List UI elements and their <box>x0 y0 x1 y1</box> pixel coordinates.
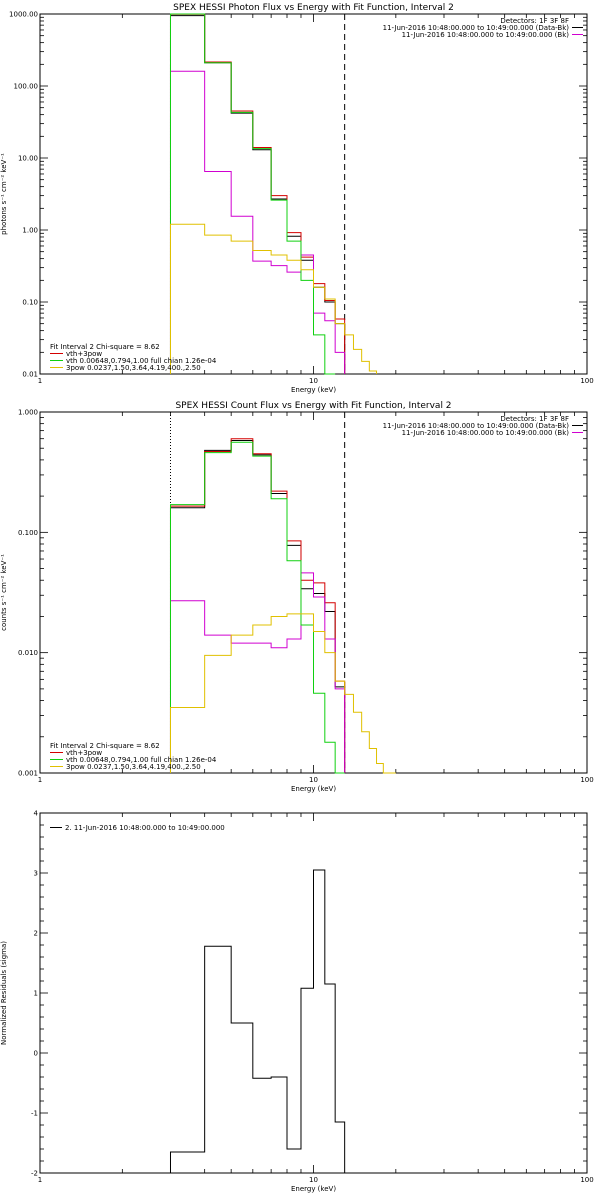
legend-top-right-text: 11-Jun-2016 10:48:00.000 to 10:49:00.000… <box>402 429 570 437</box>
y-axis-label: Normalized Residuals (sigma) <box>0 941 8 1045</box>
series-line-2 <box>169 13 346 374</box>
y-tick-label: 0.100 <box>18 529 38 537</box>
legend-bottom-left-text: Fit Interval 2 Chi-square = 8.62 <box>50 343 160 351</box>
chart-title: SPEX HESSI Photon Flux vs Energy with Fi… <box>173 3 454 13</box>
series-line-5 <box>169 613 396 774</box>
legend-top-right-text: 11-Jun-2016 10:48:00.000 to 10:49:00.000… <box>383 422 570 430</box>
legend-top-right-text: Detectors: 1F 3F 8F <box>500 17 569 25</box>
y-tick-label: 10.00 <box>18 155 38 163</box>
series-line-1 <box>169 439 346 773</box>
series-line-3 <box>169 572 346 773</box>
y-tick-label: 0.010 <box>18 649 38 657</box>
y-tick-label: -2 <box>31 1170 38 1178</box>
series-line-2 <box>169 438 346 773</box>
legend-bottom-left-text: vth+3pow <box>66 350 102 358</box>
y-tick-label: 0.01 <box>22 371 38 379</box>
y-tick-label: -1 <box>31 1110 38 1118</box>
y-tick-label: 2 <box>34 930 38 938</box>
y-tick-label: 100.00 <box>14 83 39 91</box>
y-tick-label: 0 <box>34 1050 38 1058</box>
x-tick-label: 100 <box>580 377 593 385</box>
y-tick-label: 0.10 <box>22 299 38 307</box>
series-line-1 <box>169 15 346 374</box>
x-tick-label: 1 <box>38 1176 42 1184</box>
plot-frame <box>39 812 588 1174</box>
series-line-4 <box>169 13 336 375</box>
x-tick-label: 10 <box>309 1176 318 1184</box>
x-axis-label: Energy (keV) <box>291 1185 336 1193</box>
series-line-1 <box>169 869 346 1173</box>
y-tick-label: 0.001 <box>18 770 38 778</box>
x-tick-label: 1 <box>38 776 42 784</box>
y-tick-label: 1000.00 <box>9 11 38 19</box>
legend-bottom-left-text: vth 0.00648,0.794,1.00 full chian 1.26e-… <box>66 357 217 365</box>
legend-bottom-left-text: vth+3pow <box>66 749 102 757</box>
y-axis-label: photons s⁻¹ cm⁻² keV⁻¹ <box>0 153 8 235</box>
y-tick-label: 1.000 <box>18 409 38 417</box>
x-tick-label: 10 <box>309 776 318 784</box>
legend-top-right-text: Detectors: 1F 3F 8F <box>500 415 569 423</box>
legend-top-right-text: 11-Jun-2016 10:48:00.000 to 10:49:00.000… <box>402 31 570 39</box>
legend-bottom-left-text: Fit Interval 2 Chi-square = 8.62 <box>50 742 160 750</box>
y-tick-label: 1 <box>34 990 38 998</box>
series-line-5 <box>169 223 378 374</box>
x-tick-label: 10 <box>309 377 318 385</box>
legend-bottom-left-text: vth 0.00648,0.794,1.00 full chian 1.26e-… <box>66 756 217 764</box>
x-tick-label: 100 <box>580 1176 593 1184</box>
x-tick-label: 1 <box>38 377 42 385</box>
series-line-3 <box>169 70 346 374</box>
legend-bottom-left-text: 3pow 0.0237,1.50,3.64,4.19,400.,2.50 <box>66 763 201 771</box>
x-axis-label: Energy (keV) <box>291 386 336 394</box>
chart-panel-2: SPEX HESSI Count Flux vs Energy with Fit… <box>0 401 594 793</box>
chart-title: SPEX HESSI Count Flux vs Energy with Fit… <box>175 401 451 411</box>
x-axis-label: Energy (keV) <box>291 785 336 793</box>
legend-bottom-left-text: 3pow 0.0237,1.50,3.64,4.19,400.,2.50 <box>66 364 201 372</box>
legend-top-left-text: 2. 11-Jun-2016 10:48:00.000 to 10:49:00.… <box>65 824 225 832</box>
series-line-4 <box>169 441 345 774</box>
y-tick-label: 1.00 <box>22 227 38 235</box>
x-tick-label: 100 <box>580 776 593 784</box>
y-tick-label: 3 <box>34 870 38 878</box>
y-tick-label: 4 <box>34 810 39 818</box>
y-axis-label: counts s⁻¹ cm⁻² keV⁻¹ <box>0 554 8 631</box>
legend-top-right-text: 11-Jun-2016 10:48:00.000 to 10:49:00.000… <box>383 24 570 32</box>
chart-panel-3: 1 10 100 Energy (keV) -2 -1 0 1 2 3 4 Normalized Re… <box>0 810 594 1194</box>
chart-panel-1: SPEX HESSI Photon Flux vs Energy with Fi… <box>0 3 594 394</box>
